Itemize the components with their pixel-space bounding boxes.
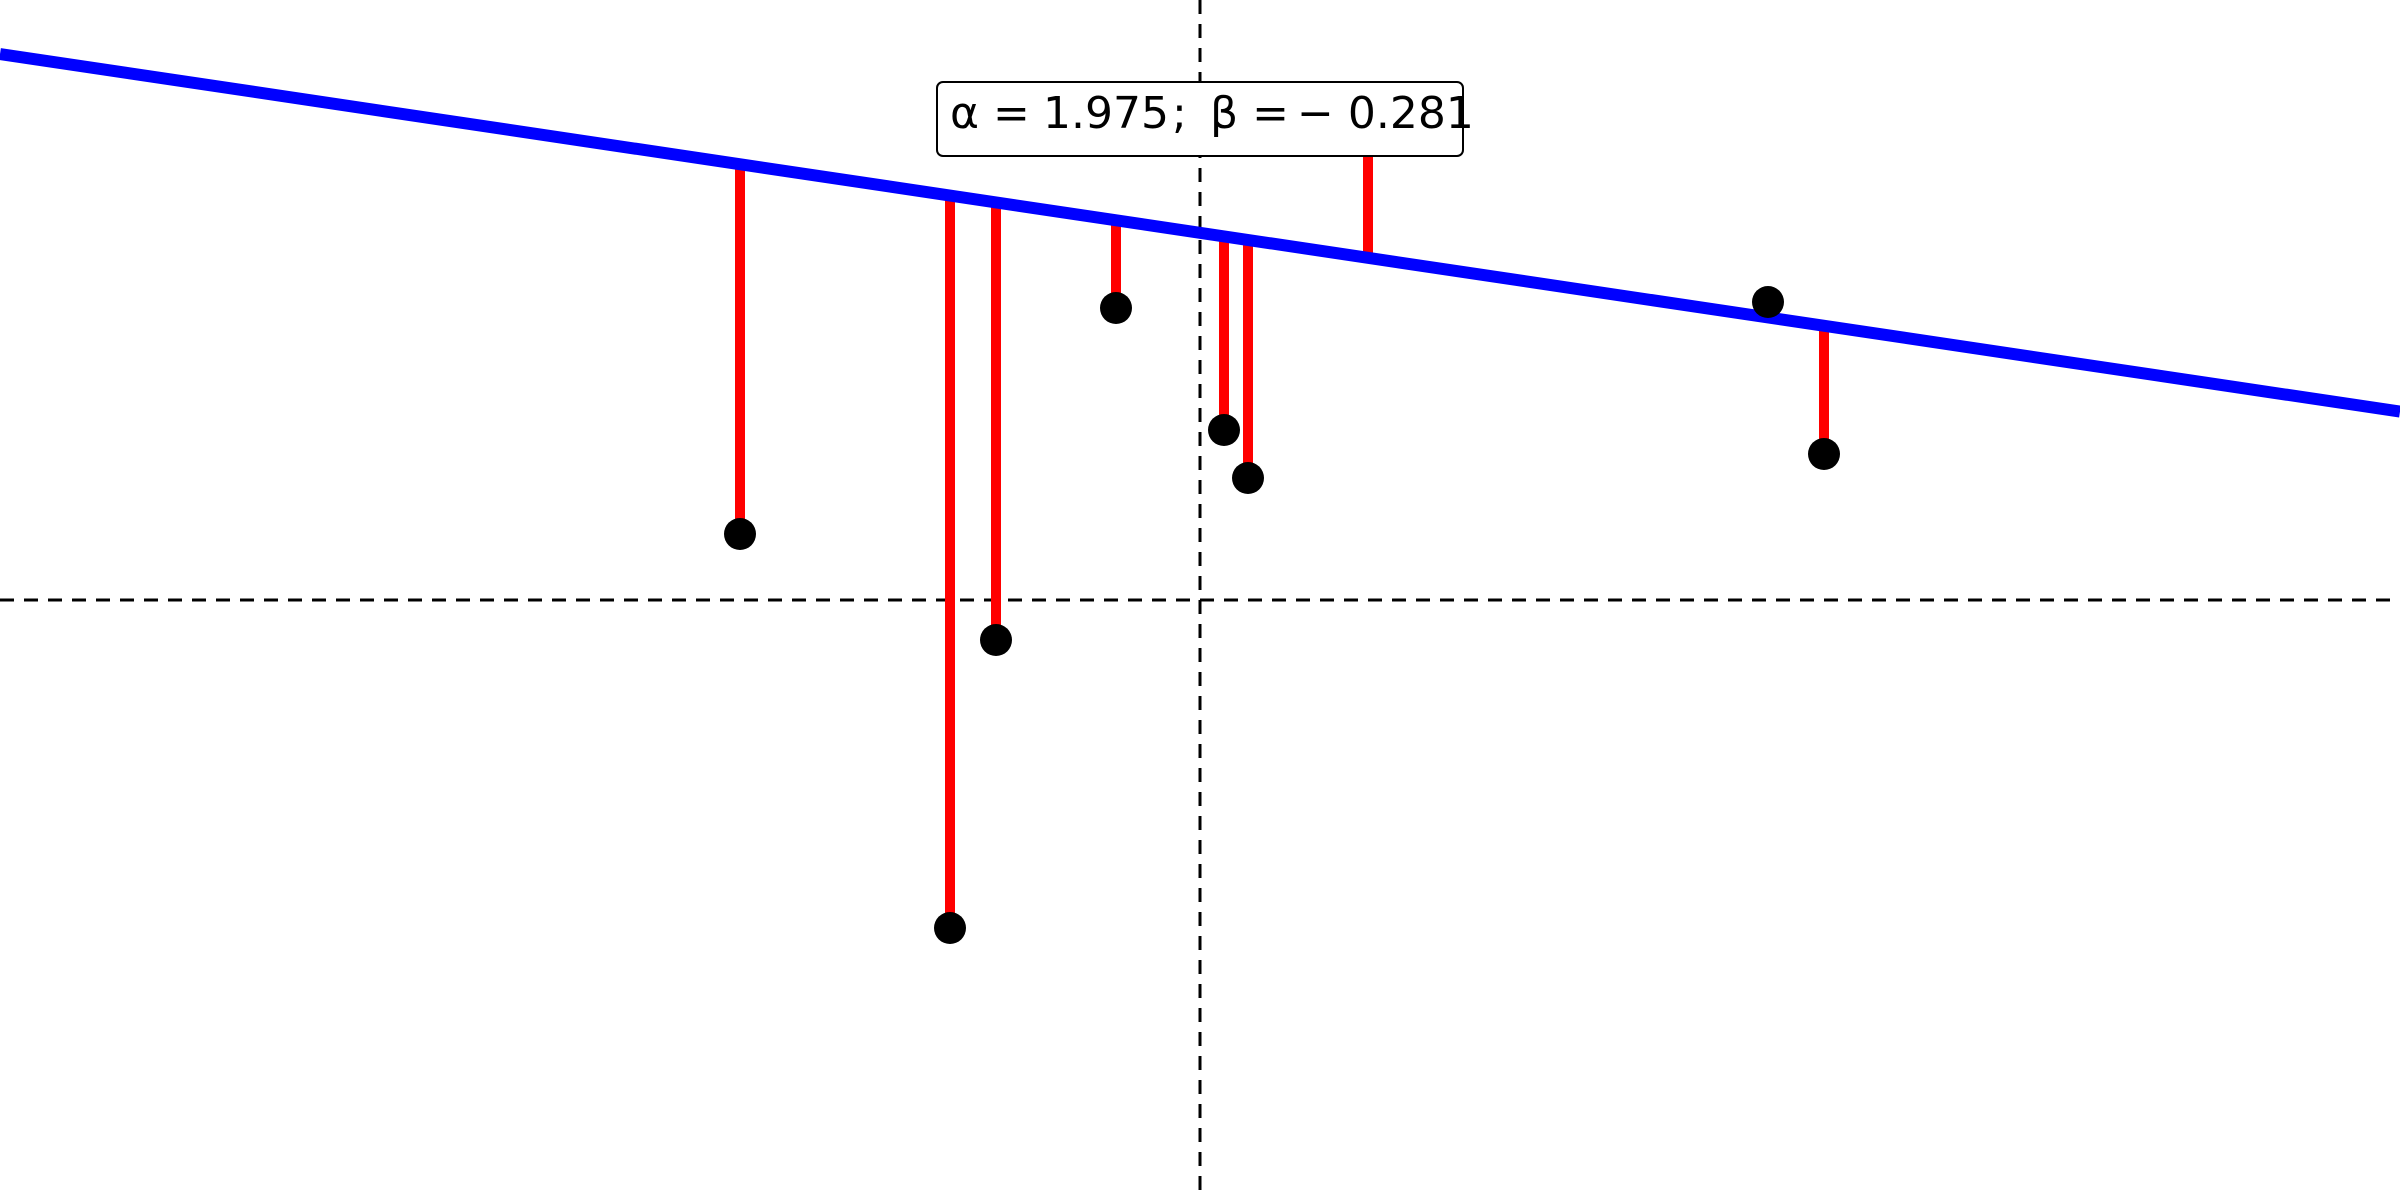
data-point-6 — [1232, 462, 1264, 494]
alpha-symbol: α = — [950, 88, 1030, 139]
fit-line — [0, 48, 2400, 418]
beta-value: − 0.281 — [1297, 88, 1474, 139]
beta-symbol: β = — [1210, 88, 1289, 139]
data-point-2 — [934, 912, 966, 944]
data-point-1 — [724, 518, 756, 550]
data-point-5 — [1208, 414, 1240, 446]
data-point-8 — [1752, 286, 1784, 318]
data-point-3 — [980, 624, 1012, 656]
alpha-value: 1.975 — [1043, 88, 1169, 139]
separator: ; — [1172, 88, 1187, 139]
annotation-box — [936, 81, 1464, 157]
data-point-4 — [1100, 292, 1132, 324]
parameter-annotation: α = 1.975 ; β = − 0.281 — [936, 81, 1474, 157]
data-point-9 — [1808, 438, 1840, 470]
